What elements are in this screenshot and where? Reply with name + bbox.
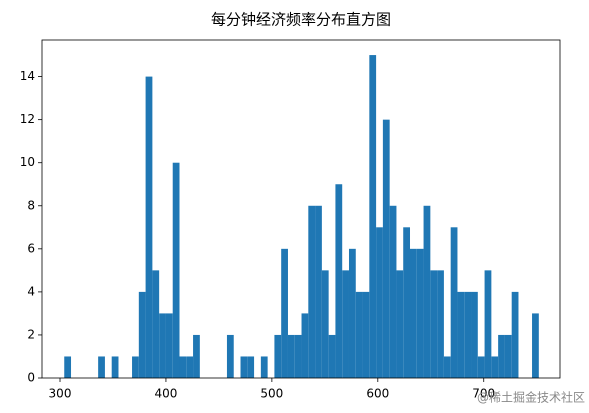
bar bbox=[301, 313, 309, 378]
bar bbox=[430, 270, 438, 378]
y-tick-label: 10 bbox=[20, 155, 35, 169]
bar bbox=[511, 291, 519, 378]
bar bbox=[471, 291, 478, 378]
bar bbox=[64, 356, 72, 378]
bar bbox=[443, 356, 451, 378]
plot: 0 2 4 6 8 10 12 14 300 400 500 600 700 bbox=[20, 55, 539, 401]
bar bbox=[281, 248, 288, 378]
bar bbox=[308, 205, 316, 378]
y-tick-label: 14 bbox=[20, 69, 35, 83]
bar bbox=[240, 356, 248, 378]
bar bbox=[504, 334, 512, 378]
bar bbox=[98, 356, 105, 378]
bar bbox=[138, 291, 146, 378]
bar bbox=[389, 205, 397, 378]
bar bbox=[335, 184, 343, 378]
bar bbox=[410, 248, 417, 378]
bar bbox=[186, 356, 194, 378]
bar bbox=[294, 334, 302, 378]
bar bbox=[355, 291, 363, 378]
bar bbox=[532, 313, 539, 378]
bar bbox=[247, 356, 255, 378]
x-tick-label: 400 bbox=[154, 387, 177, 401]
bar bbox=[498, 334, 505, 378]
x-tick-label: 700 bbox=[472, 387, 495, 401]
bar bbox=[315, 205, 322, 378]
y-tick-label: 2 bbox=[27, 327, 35, 341]
bar bbox=[226, 334, 234, 378]
x-tick-label: 300 bbox=[49, 387, 72, 401]
bar bbox=[193, 334, 200, 378]
bar bbox=[362, 291, 370, 378]
bar bbox=[376, 227, 383, 378]
bar bbox=[145, 76, 153, 378]
bar bbox=[260, 356, 268, 378]
bar bbox=[484, 270, 492, 378]
x-tick-label: 500 bbox=[260, 387, 283, 401]
bar bbox=[132, 356, 139, 378]
bar bbox=[369, 55, 377, 378]
watermark: @稀土掘金技术社区 bbox=[477, 390, 585, 405]
bar bbox=[457, 291, 465, 378]
bar bbox=[403, 227, 411, 378]
chart-title: 每分钟经济频率分布直方图 bbox=[211, 11, 391, 29]
bar bbox=[152, 270, 160, 378]
bar bbox=[111, 356, 119, 378]
bar bbox=[328, 334, 336, 378]
y-tick-label: 8 bbox=[27, 198, 35, 212]
bar bbox=[423, 205, 431, 378]
bar bbox=[179, 356, 187, 378]
bar bbox=[342, 270, 349, 378]
bar bbox=[477, 356, 485, 378]
bar bbox=[321, 270, 329, 378]
bar bbox=[416, 248, 424, 378]
y-tick-label: 4 bbox=[27, 284, 35, 298]
bar bbox=[287, 334, 295, 378]
y-tick-label: 0 bbox=[27, 371, 35, 385]
bar bbox=[348, 248, 356, 378]
y-tick-label: 12 bbox=[20, 112, 35, 126]
bar bbox=[274, 334, 282, 378]
axes-frame bbox=[41, 39, 561, 379]
y-tick-label: 6 bbox=[27, 241, 35, 255]
bar bbox=[437, 270, 444, 378]
bar bbox=[396, 270, 404, 378]
bar bbox=[464, 291, 472, 378]
bar bbox=[165, 313, 173, 378]
bar bbox=[382, 119, 390, 378]
bar bbox=[172, 162, 180, 378]
bar bbox=[450, 227, 458, 378]
bar bbox=[159, 313, 166, 378]
x-tick-label: 600 bbox=[366, 387, 389, 401]
bar bbox=[491, 356, 499, 378]
